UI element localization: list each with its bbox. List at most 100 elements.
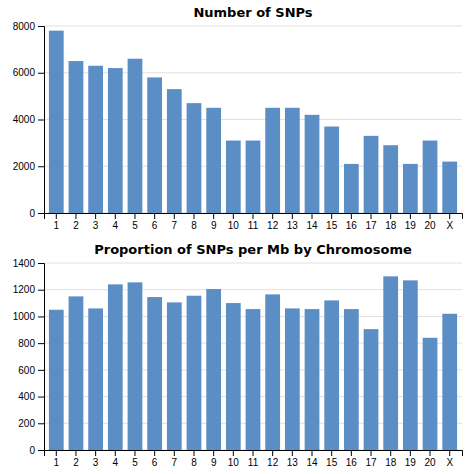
x-tick-label: 9 [211,457,217,468]
y-tick-label: 1400 [13,258,36,269]
x-tick: 6 [152,450,158,468]
x-tick-mark [390,213,391,219]
y-tick: 2000 [13,161,44,172]
x-tick-mark [371,213,372,219]
bar [364,136,379,213]
figure: 1234567891011121314151617181920X02000400… [0,0,474,474]
x-tick-mark [410,450,411,456]
chart-title: Number of SNPs [193,5,312,20]
x-tick-mark [292,213,293,219]
x-tick-label: 19 [405,220,417,231]
x-tick-label: 20 [424,220,436,231]
x-tick: 10 [228,450,240,468]
x-tick-label: 11 [248,220,259,231]
bar [167,89,182,213]
x-tick-mark [213,213,214,219]
bar [344,164,359,213]
x-tick: 14 [306,213,318,231]
x-axis: 1234567891011121314151617181920X [45,213,463,231]
grid-line [44,72,462,73]
x-tick-label: 4 [113,457,119,468]
x-tick-label: 12 [267,457,279,468]
x-tick-mark [174,213,175,219]
y-tick-mark [38,370,44,371]
y-tick-label: 1000 [13,311,36,322]
x-tick: 6 [152,213,158,231]
x-tick: 18 [385,450,397,468]
x-tick-label: 11 [248,457,259,468]
bar [108,68,123,213]
x-tick: 12 [267,213,279,231]
bar [226,303,241,450]
panel: 1234567891011121314151617181920X02004006… [13,242,463,468]
x-tick-mark [272,450,273,456]
x-axis: 1234567891011121314151617181920X [45,450,463,468]
bar [206,108,221,213]
y-tick-mark [38,316,44,317]
y-tick-label: 2000 [13,161,36,172]
x-tick-mark [56,213,57,219]
grid-line [44,289,462,290]
bar [246,141,261,213]
x-tick-label: 12 [267,220,279,231]
x-tick: 4 [113,450,119,468]
bar [187,296,202,450]
x-tick: 13 [287,213,299,231]
x-tick: 8 [191,450,197,468]
y-tick-label: 8000 [13,21,36,32]
x-tick-mark [351,450,352,456]
y-tick-mark [38,26,44,27]
x-tick-label: 18 [385,457,397,468]
x-tick: 3 [93,450,99,468]
x-tick-mark [56,450,57,456]
y-tick-label: 800 [18,338,35,349]
y-tick: 200 [18,418,44,429]
x-tick-mark [193,213,194,219]
bar [324,127,339,213]
x-tick: 9 [211,450,217,468]
x-tick-label: 18 [385,220,397,231]
x-tick-label: 6 [152,220,158,231]
bar [305,115,320,213]
x-tick: 10 [228,213,240,231]
bar [246,309,261,450]
y-tick-mark [38,73,44,74]
bar [69,61,84,213]
x-tick-mark [331,213,332,219]
y-tick-mark [38,343,44,344]
x-tick-mark [390,450,391,456]
x-tick: 17 [365,450,377,468]
x-tick-label: 8 [191,457,197,468]
y-tick-mark [38,450,44,451]
panel: 1234567891011121314151617181920X02000400… [13,5,463,231]
x-tick-label: 15 [326,220,338,231]
bar [324,300,339,450]
x-tick: 1 [54,450,60,468]
x-tick-mark [253,450,254,456]
x-tick-label: 14 [306,220,318,231]
y-axis-line [38,264,45,451]
y-axis-line [38,27,45,214]
bar [49,31,64,213]
x-tick-label: 4 [113,220,119,231]
bar [442,162,457,213]
x-tick-mark [449,213,450,219]
y-tick-label: 1200 [13,284,36,295]
grid [44,263,462,450]
x-tick: 4 [113,213,119,231]
y-tick-mark [38,397,44,398]
y-tick-mark [38,166,44,167]
x-tick-mark [430,450,431,456]
x-tick-label: 5 [132,220,138,231]
x-tick-mark [371,450,372,456]
y-tick-label: 400 [18,391,35,402]
x-tick: 7 [172,450,178,468]
y-tick: 4000 [13,114,44,125]
bar [167,302,182,450]
x-tick-label: 6 [152,457,158,468]
grid-line [44,263,462,264]
x-tick: 12 [267,450,279,468]
bar [206,289,221,450]
x-tick-mark [233,450,234,456]
x-tick-label: 17 [365,220,377,231]
